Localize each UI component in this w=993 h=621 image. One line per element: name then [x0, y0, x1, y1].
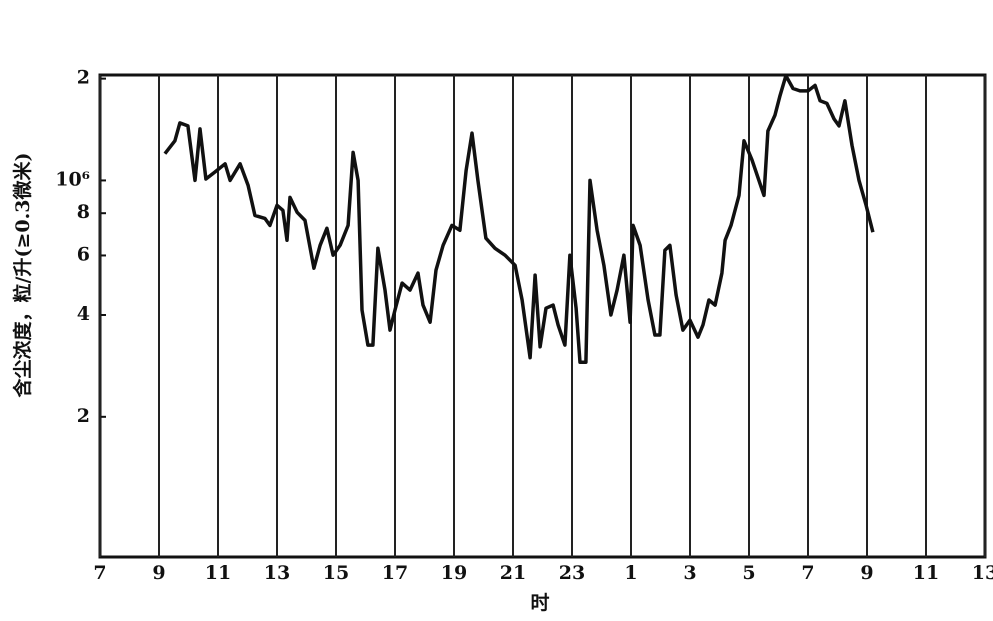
y-tick-label: 2 — [77, 67, 90, 89]
data-line — [163, 73, 875, 364]
x-tick-label: 9 — [152, 562, 165, 584]
x-tick-label: 21 — [500, 562, 526, 584]
x-tick-label: 5 — [742, 562, 755, 584]
y-tick-label: 8 — [77, 201, 90, 223]
x-tick-label: 13 — [264, 562, 290, 584]
x-tick-label: 9 — [860, 562, 873, 584]
x-tick-label: 23 — [559, 562, 585, 584]
x-axis-label: 时 — [530, 592, 549, 614]
x-tick-label: 11 — [913, 562, 939, 584]
x-tick-label: 11 — [205, 562, 231, 584]
y-axis-label: 含尘浓度，粒/升(≥0.3微米) — [11, 153, 34, 398]
x-tick-label: 7 — [93, 562, 106, 584]
x-tick-label: 19 — [441, 562, 467, 584]
y-tick-label: 4 — [77, 303, 90, 325]
x-tick-label: 15 — [323, 562, 349, 584]
y-tick-label: 10⁶ — [55, 168, 90, 190]
x-tick-label: 7 — [801, 562, 814, 584]
y-tick-label: 6 — [77, 243, 90, 265]
x-tick-label: 13 — [972, 562, 993, 584]
x-tick-label: 3 — [683, 562, 696, 584]
y-tick-label: 2 — [77, 405, 90, 427]
x-tick-label: 17 — [382, 562, 408, 584]
x-tick-label: 1 — [624, 562, 637, 584]
